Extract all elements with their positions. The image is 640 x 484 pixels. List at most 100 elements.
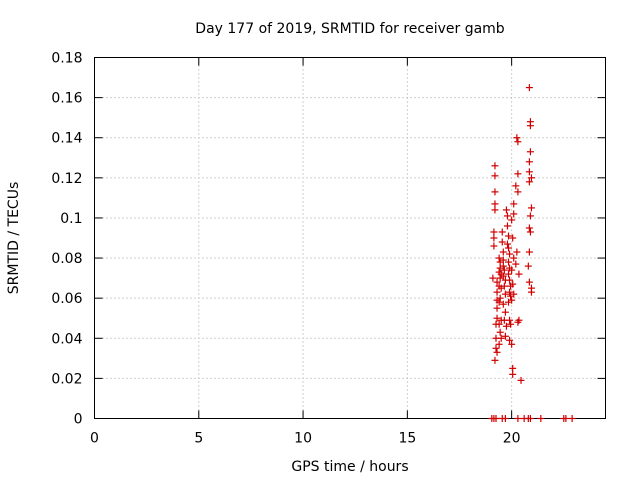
tick-layer: 0 0.02 0.04 0.06 0.08 0.1 0.12 0.14 0.16 0.18 0 5 10… bbox=[51, 51, 606, 447]
data-point bbox=[525, 224, 533, 232]
y-tick-label: 0.16 bbox=[51, 91, 82, 107]
data-point bbox=[525, 278, 533, 286]
data-point bbox=[502, 206, 510, 214]
data-point bbox=[514, 188, 522, 196]
data-point bbox=[491, 356, 499, 364]
data-point bbox=[506, 288, 514, 296]
data-point bbox=[493, 304, 501, 312]
data-point bbox=[492, 415, 500, 422]
data-point bbox=[492, 344, 500, 352]
data-point bbox=[496, 328, 504, 336]
data-point bbox=[490, 234, 498, 242]
data-point bbox=[508, 266, 516, 274]
data-point bbox=[517, 376, 525, 384]
data-point bbox=[562, 415, 570, 422]
data-point bbox=[505, 244, 513, 252]
data-point bbox=[506, 336, 514, 344]
data-point bbox=[499, 248, 507, 256]
data-point bbox=[510, 200, 518, 208]
data-point bbox=[501, 332, 509, 340]
data-point bbox=[491, 172, 499, 180]
data-point bbox=[491, 200, 499, 208]
data-point bbox=[503, 222, 511, 230]
data-point bbox=[505, 258, 513, 266]
data-point bbox=[509, 234, 517, 242]
data-point bbox=[493, 288, 501, 296]
data-point bbox=[525, 158, 533, 166]
data-point bbox=[493, 314, 501, 322]
data-point bbox=[490, 242, 498, 250]
data-point bbox=[506, 250, 514, 258]
data-point bbox=[537, 415, 545, 422]
x-tick-label: 20 bbox=[503, 431, 521, 447]
data-point bbox=[499, 262, 507, 270]
data-point bbox=[493, 278, 501, 286]
data-point bbox=[491, 162, 499, 170]
y-tick-label: 0.1 bbox=[60, 211, 82, 227]
points-layer bbox=[488, 84, 576, 422]
data-point bbox=[501, 290, 509, 298]
data-point bbox=[493, 348, 501, 356]
data-point bbox=[503, 240, 511, 248]
y-tick-label: 0.02 bbox=[51, 371, 82, 387]
data-point bbox=[508, 340, 516, 348]
data-point bbox=[527, 288, 535, 296]
data-point bbox=[526, 228, 534, 236]
data-point bbox=[510, 290, 518, 298]
data-point bbox=[505, 232, 513, 240]
data-point bbox=[514, 318, 522, 326]
data-point bbox=[506, 316, 514, 324]
data-point bbox=[515, 270, 523, 278]
data-point bbox=[508, 216, 516, 224]
data-point bbox=[498, 238, 506, 246]
data-point bbox=[526, 148, 534, 156]
data-point bbox=[526, 212, 534, 220]
chart-title: Day 177 of 2019, SRMTID for receiver gam… bbox=[195, 21, 505, 37]
y-tick-label: 0.14 bbox=[51, 131, 82, 147]
data-point bbox=[497, 334, 505, 342]
data-point bbox=[491, 188, 499, 196]
data-point bbox=[509, 370, 517, 378]
data-point bbox=[499, 300, 507, 308]
data-point bbox=[499, 256, 507, 264]
data-point bbox=[525, 178, 533, 186]
data-point bbox=[505, 270, 513, 278]
data-point bbox=[507, 320, 515, 328]
data-point bbox=[513, 134, 521, 142]
grid-layer bbox=[94, 57, 606, 419]
data-point bbox=[495, 320, 503, 328]
data-point bbox=[509, 280, 517, 288]
data-point bbox=[568, 415, 576, 422]
data-point bbox=[502, 322, 510, 330]
data-point bbox=[525, 84, 533, 92]
data-point bbox=[506, 276, 514, 284]
plot-frame bbox=[94, 57, 606, 419]
y-tick-label: 0.06 bbox=[51, 291, 82, 307]
data-point bbox=[527, 174, 535, 182]
y-tick-label: 0 bbox=[74, 412, 83, 428]
data-point bbox=[495, 254, 503, 262]
data-point bbox=[526, 415, 534, 422]
x-tick-label: 5 bbox=[194, 431, 203, 447]
data-point bbox=[501, 415, 509, 422]
data-point bbox=[513, 248, 521, 256]
data-point bbox=[495, 340, 503, 348]
x-axis-label: GPS time / hours bbox=[291, 459, 408, 475]
data-point bbox=[512, 260, 520, 268]
data-point bbox=[489, 274, 497, 282]
y-tick-label: 0.08 bbox=[51, 251, 82, 267]
data-point bbox=[490, 228, 498, 236]
data-point bbox=[498, 228, 506, 236]
data-point bbox=[514, 170, 522, 178]
data-point bbox=[514, 415, 522, 422]
x-tick-label: 15 bbox=[398, 431, 416, 447]
y-axis-label: SRMTID / TECUs bbox=[6, 182, 22, 295]
y-tick-label: 0.04 bbox=[51, 331, 82, 347]
data-point bbox=[500, 282, 508, 290]
data-point bbox=[527, 204, 535, 212]
data-point bbox=[524, 262, 532, 270]
data-point bbox=[501, 308, 509, 316]
data-point bbox=[500, 266, 508, 274]
data-point bbox=[514, 138, 522, 146]
